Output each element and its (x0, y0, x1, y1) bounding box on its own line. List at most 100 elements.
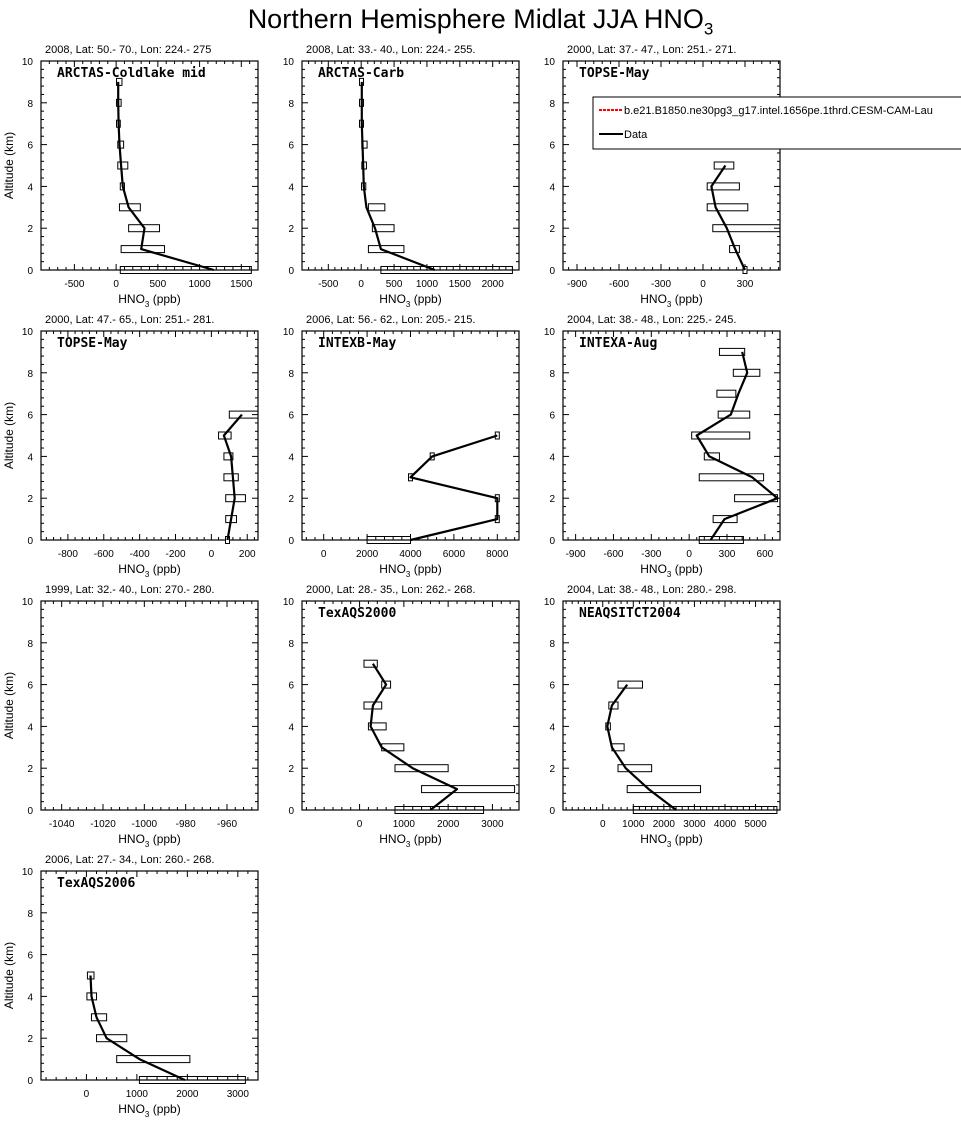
panel-8-ytick-label: 0 (288, 806, 294, 817)
panel-5-xtick-label: 4000 (399, 549, 422, 560)
panel-6-xtick-label: 0 (686, 549, 692, 560)
panel-4-xlabel-unit: (ppb) (149, 562, 180, 576)
panel-10-data-line (89, 975, 186, 1081)
panel-1-xlabel-unit: (ppb) (149, 292, 180, 306)
panel-2-ytick-label: 8 (288, 99, 294, 110)
panel-8-campaign-name: TexAQS2000 (318, 606, 396, 621)
panel-5-data-line (409, 434, 499, 542)
panel-6-ytick-label: 2 (549, 494, 555, 505)
panel-1-ytick-label: 4 (27, 182, 33, 193)
legend-model-label: b.e21.B1850.ne30pg3_g17.intel.1656pe.1th… (624, 105, 933, 117)
panel-2-xlabel-sub: 3 (406, 300, 411, 309)
panel-2-data-errorbox (371, 224, 395, 233)
panel-4-xtick-label: -600 (94, 549, 114, 560)
panel-8-frame (301, 600, 520, 811)
panel-9-ytick-label: 4 (549, 722, 555, 733)
panel-2-campaign-name: ARCTAS-Carb (318, 66, 404, 81)
panel-9-xlabel-unit: (ppb) (671, 832, 702, 846)
panel-8-ytick-label: 6 (288, 681, 294, 692)
panel-10-ytick-label: 2 (27, 1034, 33, 1045)
panel-6-xlabel-sub: 3 (667, 570, 672, 579)
panel-4-xlabel-sub: 3 (145, 570, 150, 579)
panel-7-xlabel-unit: (ppb) (149, 832, 180, 846)
panel-2-ytick-label: 2 (288, 224, 294, 235)
panel-5-xtick-label: 0 (321, 549, 327, 560)
panel-2-data-errorbox (367, 245, 405, 254)
panel-8-data-errorbox (381, 680, 392, 689)
panel-7-ytick-label: 8 (27, 639, 33, 650)
panel-5-ytick-label: 8 (288, 369, 294, 380)
panel-1-ytick-label: 8 (27, 99, 33, 110)
panel-4-ytick-label: 10 (22, 327, 34, 338)
panel-4-ylabel: Altitude (km) (2, 402, 16, 469)
panel-1-ytick-label: 10 (22, 57, 34, 68)
panel-7-header: 1999, Lat: 32.- 40., Lon: 270.- 280. (45, 584, 214, 596)
panel-6-data-errorbox (691, 431, 751, 440)
panel-7-ytick-label: 2 (27, 764, 33, 775)
panel-7-xtick-label: -960 (217, 819, 237, 830)
panel-9-data-errorbox (617, 764, 653, 773)
panel-4-xtick-label: 0 (209, 549, 215, 560)
panel-3-xtick-label: 300 (737, 279, 754, 290)
panel-4-xlabel-main: HNO (118, 562, 145, 576)
panel-9-data-errorbox (626, 785, 702, 794)
panel-6-xlabel: HNO3 (ppb) (640, 562, 702, 579)
panel-8-xtick-label: 3000 (481, 819, 504, 830)
figure-title: Northern Hemisphere Midlat JJA HNO3 (247, 4, 714, 39)
panel-1-xlabel-main: HNO (118, 292, 145, 306)
panel-4-xlabel: HNO3 (ppb) (118, 562, 180, 579)
panel-3-data-errorbox (706, 203, 749, 212)
panel-1-ylabel: Altitude (km) (2, 132, 16, 199)
panel-7-ylabel: Altitude (km) (2, 672, 16, 739)
panel-1-ytick-label: 6 (27, 141, 33, 152)
panel-3-xlabel: HNO3 (ppb) (640, 292, 702, 309)
panel-2-xtick-label: 1000 (416, 279, 439, 290)
panel-3-xtick-label: -300 (651, 279, 671, 290)
panel-3-xlabel-unit: (ppb) (671, 292, 702, 306)
panel-6-data-errorbox (718, 347, 746, 356)
panel-8-data-errorbox (367, 722, 387, 731)
panel-10-xlabel-main: HNO (118, 1102, 145, 1116)
panel-8-xlabel-unit: (ppb) (410, 832, 441, 846)
panel-4-data-line (222, 413, 243, 541)
panel-5-xtick-label: 6000 (443, 549, 466, 560)
panel-3-xtick-label: -900 (567, 279, 587, 290)
panel-9-ytick-label: 8 (549, 639, 555, 650)
panel-9-header: 2004, Lat: 38.- 48., Lon: 280.- 298. (567, 584, 736, 596)
panel-5-header: 2006, Lat: 56.- 62., Lon: 205.- 215. (306, 314, 475, 326)
panel-6-xtick-label: -900 (566, 549, 586, 560)
panel-8-ytick-label: 2 (288, 764, 294, 775)
panel-10-ytick-label: 10 (22, 867, 34, 878)
panel-9-xtick-label: 0 (600, 819, 606, 830)
panel-9-xlabel-sub: 3 (667, 840, 672, 849)
panel-9-ytick-label: 10 (544, 597, 556, 608)
panel-5-frame (301, 330, 520, 541)
panel-8-xlabel-sub: 3 (406, 840, 411, 849)
panel-5-xlabel-main: HNO (379, 562, 406, 576)
panel-3-data-errorbox (706, 182, 740, 191)
panel-8-xlabel: HNO3 (ppb) (379, 832, 441, 849)
panel-5-ytick-label: 2 (288, 494, 294, 505)
panel-4-ytick-label: 0 (27, 536, 33, 547)
panel-1-data-errorbox (117, 161, 129, 170)
panel-10-data-errorbox (138, 1076, 246, 1084)
panel-8-xlabel-main: HNO (379, 832, 406, 846)
panel-8-ytick-label: 10 (283, 597, 295, 608)
panel-3-ytick-label: 0 (549, 266, 555, 277)
panel-2-xtick-label: 1500 (449, 279, 472, 290)
panel-5-ytick-label: 0 (288, 536, 294, 547)
panel-2-xtick-label: 500 (386, 279, 403, 290)
panel-1-xtick-label: 500 (150, 279, 167, 290)
panel-8-xtick-label: 2000 (437, 819, 460, 830)
panel-10-campaign-name: TexAQS2006 (57, 876, 135, 891)
panel-3-frame (562, 60, 781, 271)
panel-8-ytick-label: 8 (288, 639, 294, 650)
panel-4-data-errorbox (225, 494, 246, 503)
panel-9-xtick-label: 5000 (744, 819, 767, 830)
panel-2-frame (301, 60, 520, 271)
panel-6-data-errorbox (698, 473, 765, 482)
panel-3-ytick-label: 10 (544, 57, 556, 68)
panel-6-ytick-label: 8 (549, 369, 555, 380)
panel-6-data-errorbox (703, 452, 720, 461)
